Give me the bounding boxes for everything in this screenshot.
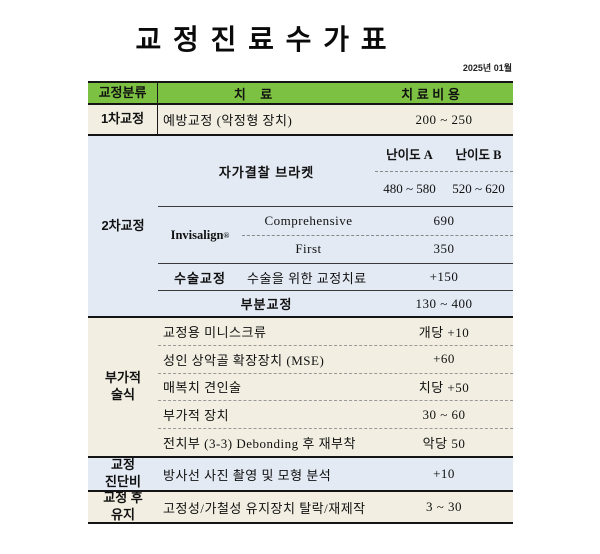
fee-table: 교정분류 치 료 치 료 비 용 1차교정 예방교정 (악정형 장치) 200 … xyxy=(88,81,513,524)
category-additional: 부가적 술식 xyxy=(88,318,158,456)
row-group-invisalign: Invisalign ® Comprehensive 690 First 350 xyxy=(158,207,513,264)
partial-label: 부분교정 xyxy=(240,297,293,312)
difficulty-a-label: 난이도 A xyxy=(386,147,433,162)
category-retention: 교정 후 유지 xyxy=(88,490,158,522)
difficulty-b-label: 난이도 B xyxy=(455,147,502,162)
invisalign-rows: Comprehensive 690 First 350 xyxy=(242,207,513,263)
partial-cost: 130 ~ 400 xyxy=(415,295,473,311)
row-mse: 성인 상악골 확장장치 (MSE) +60 xyxy=(158,344,513,373)
category-retention-line1: 교정 후 xyxy=(103,490,143,506)
bracket-label: 자가결찰 브라켓 xyxy=(218,164,315,180)
category-retention-line2: 유지 xyxy=(111,507,135,522)
impacted-tooth-treatment: 매복치 견인술 xyxy=(163,380,242,396)
header-category: 교정분류 xyxy=(88,83,158,103)
section-retention: 교정 후 유지 고정성/가철성 유지장치 탈락/재제작 3 ~ 30 xyxy=(88,490,513,524)
row-debonding-rebond: 전치부 (3-3) Debonding 후 재부착 악당 50 xyxy=(158,428,513,456)
retention-cost: 3 ~ 30 xyxy=(425,499,463,514)
registered-trademark-mark: ® xyxy=(223,230,230,240)
section-secondary: 2차교정 자가결찰 브라켓 난이도 A 난이도 B 480 ~ 580 520 … xyxy=(88,136,513,318)
section-additional-body: 교정용 미니스크류 개당 +10 성인 상악골 확장장치 (MSE) +60 매… xyxy=(158,318,513,456)
row-self-ligating-bracket: 자가결찰 브라켓 난이도 A 난이도 B 480 ~ 580 520 ~ 620 xyxy=(158,136,513,207)
additional-appliance-treatment: 부가적 장치 xyxy=(163,408,230,424)
impacted-tooth-cost: 치당 +50 xyxy=(418,380,470,396)
row-partial-orthodontics: 부분교정 130 ~ 400 xyxy=(158,291,513,316)
debonding-rebond-treatment: 전치부 (3-3) Debonding 후 재부착 xyxy=(163,436,356,452)
invisalign-label: Invisalign ® xyxy=(158,207,242,263)
diagnosis-treatment: 방사선 사진 촬영 및 모형 분석 xyxy=(163,467,332,483)
diagnosis-cost: +10 xyxy=(433,466,455,481)
treatment-preventive: 예방교정 (악정형 장치) xyxy=(163,113,293,128)
row-surgical-orthodontics: 수술교정 수술을 위한 교정치료 +150 xyxy=(158,264,513,291)
miniscrew-treatment: 교정용 미니스크류 xyxy=(163,324,267,340)
row-invisalign-first: First 350 xyxy=(242,236,513,264)
invisalign-first-name: First xyxy=(295,241,322,257)
difficulty-a-price: 480 ~ 580 xyxy=(383,180,436,196)
debonding-rebond-cost: 악당 50 xyxy=(422,436,466,452)
category-additional-line2: 술식 xyxy=(111,387,135,402)
category-additional-line1: 부가적 xyxy=(105,370,141,386)
difficulty-dashed-divider xyxy=(375,170,513,172)
cost-preventive: 200 ~ 250 xyxy=(415,111,473,127)
invisalign-brand-text: Invisalign xyxy=(170,227,224,242)
header-treatment: 치 료 xyxy=(233,86,273,102)
surgery-treatment: 수술을 위한 교정치료 xyxy=(247,270,367,286)
retention-treatment: 고정성/가철성 유지장치 탈락/재제작 xyxy=(163,500,366,516)
invisalign-comprehensive-cost: 690 xyxy=(433,212,455,228)
difficulty-prices: 480 ~ 580 520 ~ 620 xyxy=(375,172,513,207)
category-primary: 1차교정 xyxy=(88,105,158,134)
table-header-row: 교정분류 치 료 치 료 비 용 xyxy=(88,81,513,105)
additional-appliance-cost: 30 ~ 60 xyxy=(422,406,466,422)
row-impacted-tooth: 매복치 견인술 치당 +50 xyxy=(158,372,513,401)
surgery-cost: +150 xyxy=(429,269,459,284)
mse-treatment: 성인 상악골 확장장치 (MSE) xyxy=(163,352,325,368)
row-additional-appliance: 부가적 장치 30 ~ 60 xyxy=(158,400,513,428)
category-diagnosis: 교정 진단비 xyxy=(88,457,158,490)
category-diagnosis-line2: 진단비 xyxy=(105,474,141,489)
invisalign-comprehensive-name: Comprehensive xyxy=(264,212,353,228)
row-miniscrew: 교정용 미니스크류 개당 +10 xyxy=(158,318,513,345)
category-diagnosis-line1: 교정 xyxy=(111,457,135,473)
difficulty-b-price: 520 ~ 620 xyxy=(452,180,505,196)
section-secondary-body: 자가결찰 브라켓 난이도 A 난이도 B 480 ~ 580 520 ~ 620… xyxy=(158,136,513,316)
invisalign-first-cost: 350 xyxy=(433,241,455,257)
category-secondary: 2차교정 xyxy=(101,217,145,233)
surgery-label: 수술교정 xyxy=(174,270,226,286)
mse-cost: +60 xyxy=(433,351,455,367)
difficulty-labels: 난이도 A 난이도 B xyxy=(375,136,513,171)
section-additional: 부가적 술식 교정용 미니스크류 개당 +10 성인 상악골 확장장치 (MSE… xyxy=(88,318,513,458)
bracket-cost-grid: 난이도 A 난이도 B 480 ~ 580 520 ~ 620 xyxy=(375,136,513,206)
section-diagnosis: 교정 진단비 방사선 사진 촬영 및 모형 분석 +10 xyxy=(88,457,513,492)
revision-date: 2025년 01월 xyxy=(462,63,512,73)
page-title: 교 정 진 료 수 가 표 xyxy=(135,24,389,55)
miniscrew-cost: 개당 +10 xyxy=(418,324,470,340)
header-cost: 치 료 비 용 xyxy=(401,86,460,102)
section-primary: 1차교정 예방교정 (악정형 장치) 200 ~ 250 xyxy=(88,105,513,136)
row-invisalign-comprehensive: Comprehensive 690 xyxy=(242,207,513,236)
